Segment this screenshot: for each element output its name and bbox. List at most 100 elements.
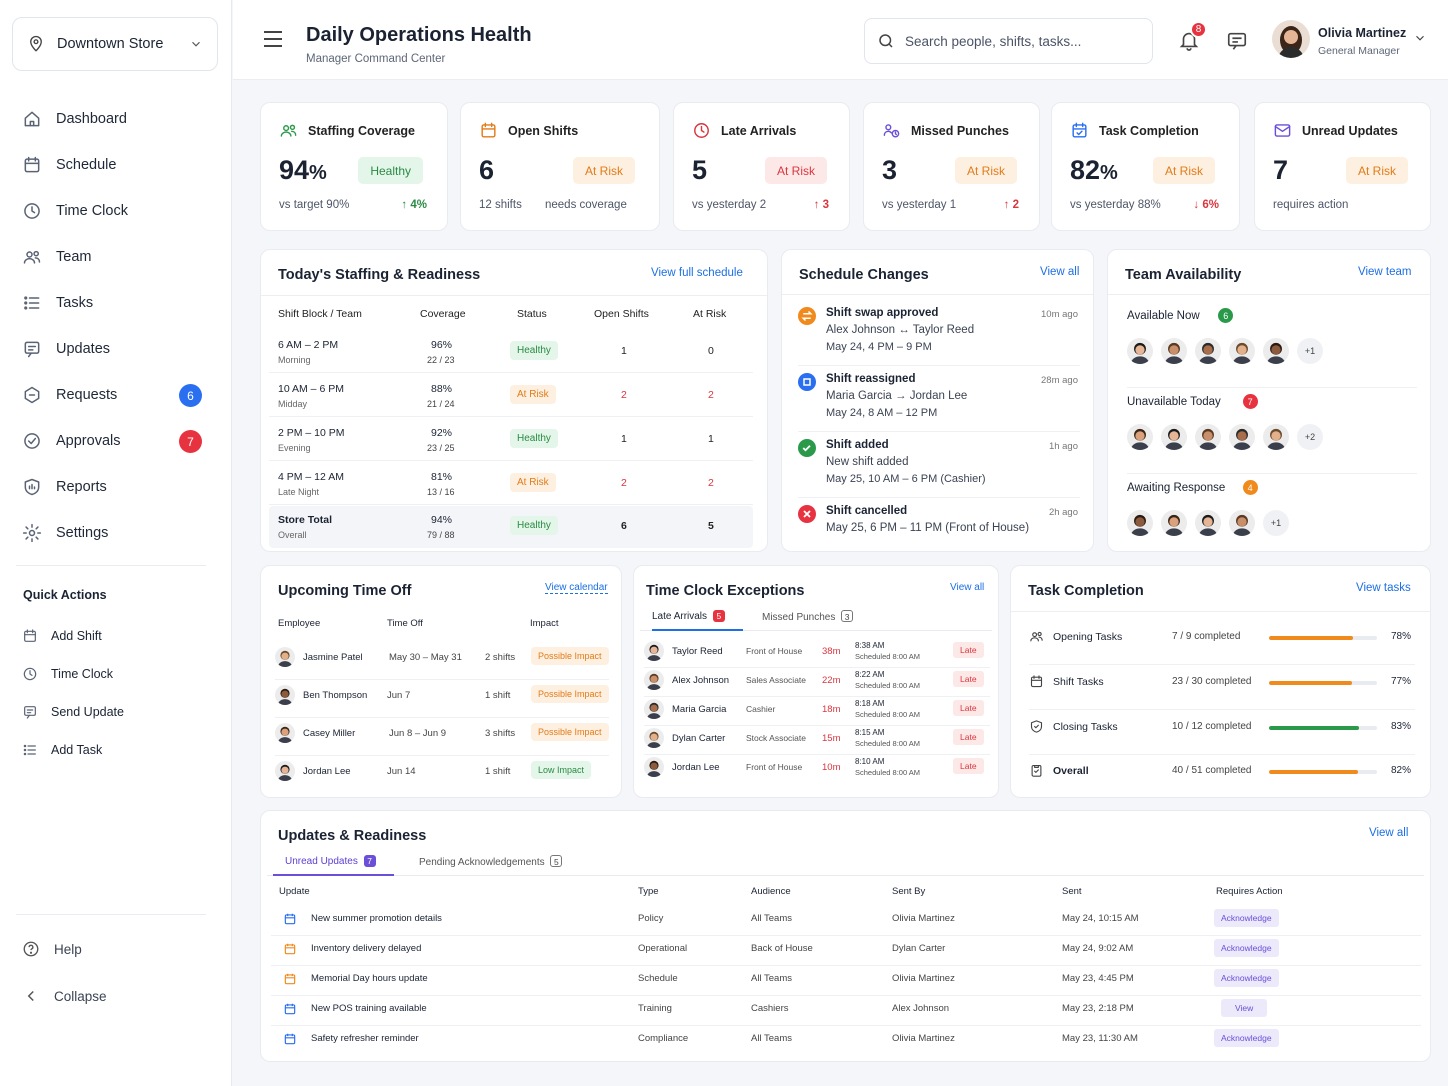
time-off-row[interactable]: Jordan Lee Jun 14 1 shift Low Impact	[275, 760, 609, 794]
team-member-avatar[interactable]	[1229, 338, 1255, 364]
staffing-header: Coverage	[420, 308, 466, 320]
kpi-unread-updates[interactable]: Unread Updates 7 At Risk requires action	[1254, 102, 1431, 231]
staffing-row[interactable]	[269, 331, 753, 373]
staffing-row[interactable]	[269, 375, 753, 417]
sidebar-item-settings[interactable]: Settings	[22, 510, 212, 556]
team-member-avatar[interactable]	[1195, 338, 1221, 364]
view-all-exceptions-link[interactable]: View all	[950, 582, 985, 593]
store-selector[interactable]: Downtown Store	[12, 17, 218, 71]
exception-row[interactable]: Jordan Lee Front of House 10m 8:10 AM Sc…	[644, 756, 990, 784]
view-all-updates-link[interactable]: View all	[1369, 827, 1409, 839]
team-member-avatar[interactable]	[1161, 510, 1187, 536]
user-avatar[interactable]	[1272, 20, 1310, 58]
team-member-avatar[interactable]	[1161, 424, 1187, 450]
sidebar-item-time-clock[interactable]: Time Clock	[22, 188, 212, 234]
kpi-staffing-coverage[interactable]: Staffing Coverage 94% Healthy vs target …	[260, 102, 448, 231]
team-member-avatar[interactable]	[1263, 424, 1289, 450]
team-member-avatar[interactable]	[1229, 424, 1255, 450]
sidebar-item-reports[interactable]: Reports	[22, 464, 212, 510]
exception-row[interactable]: Taylor Reed Front of House 38m 8:38 AM S…	[644, 640, 990, 668]
schedule-change-item[interactable]: Shift added New shift added May 25, 10 A…	[798, 438, 1080, 498]
kpi-open-shifts[interactable]: Open Shifts 6 At Risk 12 shifts needs co…	[460, 102, 660, 231]
shift-block: 10 AM – 6 PM	[278, 383, 344, 395]
sidebar-item-updates[interactable]: Updates	[22, 326, 212, 372]
time-off-shifts: 1 shift	[485, 766, 511, 777]
acknowledge-button[interactable]: Acknowledge	[1214, 1029, 1279, 1047]
quick-action-add-task[interactable]: Add Task	[22, 731, 212, 769]
kpi-missed-punches[interactable]: Missed Punches 3 At Risk vs yesterday 1 …	[863, 102, 1040, 231]
team-member-avatar[interactable]	[1127, 510, 1153, 536]
team-member-avatar[interactable]	[1161, 338, 1187, 364]
sidebar-item-dashboard[interactable]: Dashboard	[22, 96, 212, 142]
view-button[interactable]: View	[1221, 999, 1268, 1017]
sidebar-item-requests[interactable]: Requests 6	[22, 372, 212, 418]
tab-pending-acknowledgements[interactable]: Pending Acknowledgements 5	[419, 855, 563, 876]
update-calendar-icon	[284, 1003, 296, 1015]
change-title: Shift swap approved	[826, 307, 939, 319]
update-row[interactable]: New POS training available Training Cash…	[271, 997, 1421, 1026]
time-off-row[interactable]: Ben Thompson Jun 7 1 shift Possible Impa…	[275, 684, 609, 718]
kpi-late-arrivals[interactable]: Late Arrivals 5 At Risk vs yesterday 2 ↑…	[673, 102, 850, 231]
staffing-row[interactable]	[269, 463, 753, 505]
tab-late-arrivals[interactable]: Late Arrivals 5	[652, 610, 743, 631]
update-row[interactable]: Memorial Day hours update Schedule All T…	[271, 967, 1421, 996]
menu-icon[interactable]	[263, 30, 283, 48]
task-label: Overall	[1053, 765, 1089, 777]
team-member-avatar[interactable]	[1195, 424, 1221, 450]
exception-row[interactable]: Dylan Carter Stock Associate 15m 8:15 AM…	[644, 727, 990, 755]
staffing-header: Shift Block / Team	[278, 308, 362, 320]
chat-icon[interactable]	[1226, 30, 1248, 52]
kpi-task-completion[interactable]: Task Completion 82% At Risk vs yesterday…	[1051, 102, 1240, 231]
quick-action-time-clock[interactable]: Time Clock	[22, 655, 212, 693]
schedule-change-item[interactable]: Shift reassigned Maria Garcia → Jordan L…	[798, 372, 1080, 432]
sidebar-item-team[interactable]: Team	[22, 234, 212, 280]
task-row[interactable]: Shift Tasks 23 / 30 completed 77%	[1029, 674, 1415, 710]
more-members-badge[interactable]: +1	[1297, 338, 1323, 364]
acknowledge-button[interactable]: Acknowledge	[1214, 969, 1279, 987]
team-icon	[280, 124, 297, 137]
search-input[interactable]	[905, 33, 1135, 49]
help-link[interactable]: Help	[22, 940, 212, 958]
task-row[interactable]: Overall 40 / 51 completed 82%	[1029, 763, 1415, 799]
gear-icon	[22, 523, 42, 543]
time-off-row[interactable]: Casey Miller Jun 8 – Jun 9 3 shifts Poss…	[275, 722, 609, 756]
team-member-avatar[interactable]	[1263, 338, 1289, 364]
schedule-change-item[interactable]: Shift cancelled May 25, 6 PM – 11 PM (Fr…	[798, 504, 1080, 564]
update-row[interactable]: Safety refresher reminder Compliance All…	[271, 1027, 1421, 1056]
more-members-badge[interactable]: +1	[1263, 510, 1289, 536]
collapse-button[interactable]: Collapse	[22, 987, 212, 1005]
task-row[interactable]: Opening Tasks 7 / 9 completed 78%	[1029, 629, 1415, 665]
team-member-avatar[interactable]	[1127, 424, 1153, 450]
team-member-avatar[interactable]	[1195, 510, 1221, 536]
tab-unread-updates[interactable]: Unread Updates 7	[273, 855, 394, 876]
more-members-badge[interactable]: +2	[1297, 424, 1323, 450]
team-member-avatar[interactable]	[1127, 338, 1153, 364]
schedule-change-item[interactable]: Shift swap approved Alex Johnson ↔ Taylo…	[798, 306, 1080, 366]
quick-action-label: Send Update	[51, 705, 124, 719]
view-calendar-link[interactable]: View calendar	[545, 582, 608, 594]
time-off-row[interactable]: Jasmine Patel May 30 – May 31 2 shifts P…	[275, 646, 609, 680]
task-row[interactable]: Closing Tasks 10 / 12 completed 83%	[1029, 719, 1415, 755]
acknowledge-button[interactable]: Acknowledge	[1214, 909, 1279, 927]
view-all-changes-link[interactable]: View all	[1040, 266, 1080, 278]
staffing-row[interactable]	[269, 419, 753, 461]
update-sent-time: May 24, 10:15 AM	[1062, 913, 1139, 924]
acknowledge-button[interactable]: Acknowledge	[1214, 939, 1279, 957]
view-tasks-link[interactable]: View tasks	[1356, 582, 1411, 594]
update-row[interactable]: Inventory delivery delayed Operational B…	[271, 937, 1421, 966]
quick-action-add-shift[interactable]: Add Shift	[22, 617, 212, 655]
update-row[interactable]: New summer promotion details Policy All …	[271, 907, 1421, 936]
quick-action-send-update[interactable]: Send Update	[22, 693, 212, 731]
view-full-schedule-link[interactable]: View full schedule	[651, 267, 743, 279]
view-team-link[interactable]: View team	[1358, 266, 1412, 278]
sidebar-item-tasks[interactable]: Tasks	[22, 280, 212, 326]
team-member-avatar[interactable]	[1229, 510, 1255, 536]
exception-row[interactable]: Alex Johnson Sales Associate 22m 8:22 AM…	[644, 669, 990, 697]
search-box[interactable]	[864, 18, 1153, 64]
sidebar-item-approvals[interactable]: Approvals 7	[22, 418, 212, 464]
tab-missed-punches[interactable]: Missed Punches 3	[762, 610, 854, 631]
sidebar-item-schedule[interactable]: Schedule	[22, 142, 212, 188]
exception-row[interactable]: Maria Garcia Cashier 18m 8:18 AM Schedul…	[644, 698, 990, 726]
employee-name: Jordan Lee	[672, 762, 720, 773]
chevron-down-icon[interactable]	[1413, 31, 1427, 45]
